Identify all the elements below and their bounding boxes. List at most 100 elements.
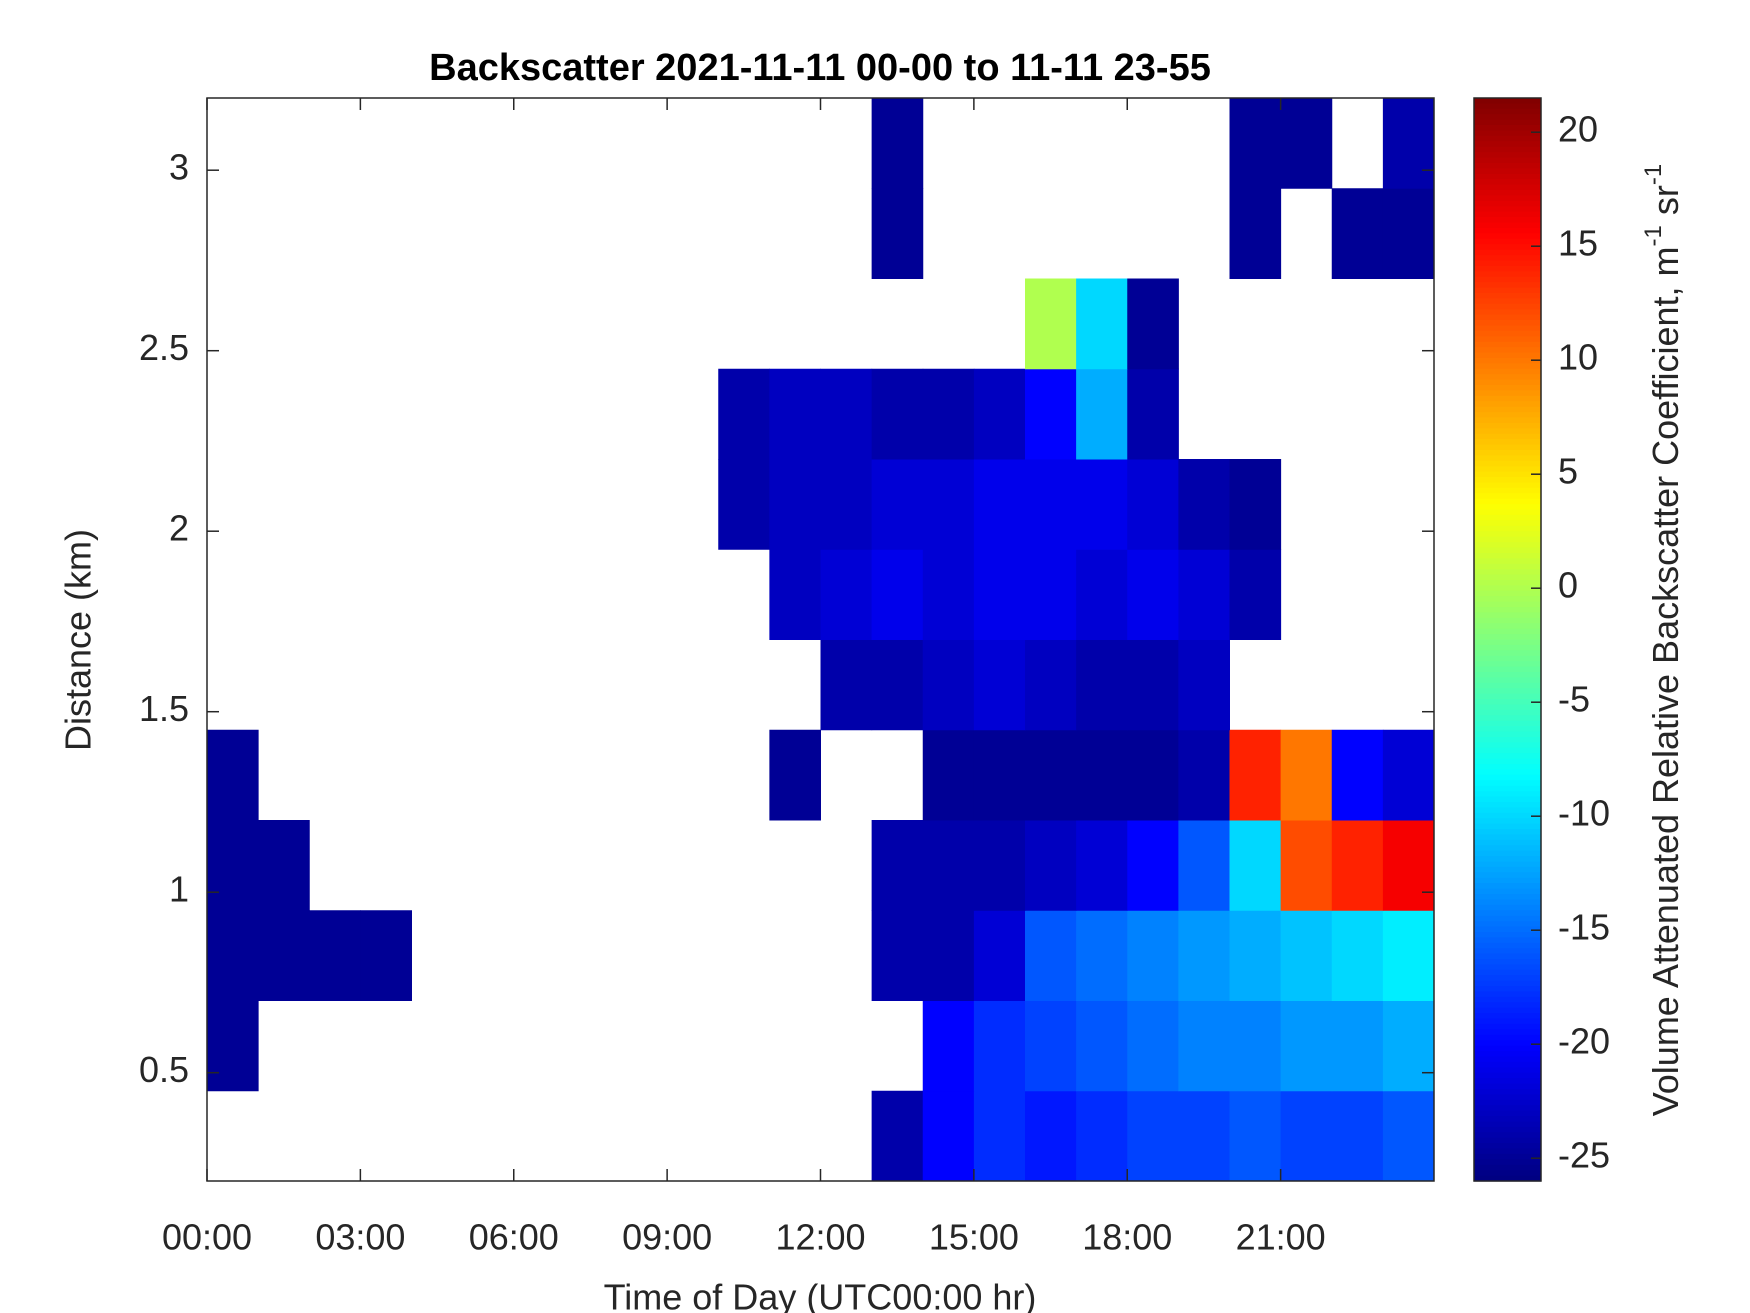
colorbar-swatch — [1474, 769, 1541, 776]
colorbar-swatch — [1474, 785, 1541, 792]
colorbar-swatch — [1474, 1137, 1541, 1144]
colorbar-swatch — [1474, 417, 1541, 424]
colorbar-swatch — [1474, 758, 1541, 765]
heatmap-cell — [1127, 729, 1179, 821]
heatmap-cell — [1331, 729, 1384, 821]
colorbar-swatch — [1474, 282, 1541, 289]
colorbar-swatch — [1474, 1148, 1541, 1155]
heatmap-cell — [922, 729, 975, 821]
colorbar-swatch — [1474, 623, 1541, 630]
colorbar-swatch — [1474, 693, 1541, 700]
heatmap-cell — [1229, 1000, 1282, 1092]
heatmap-cell — [973, 459, 1026, 550]
colorbar-swatch — [1474, 249, 1541, 256]
colorbar-swatch — [1474, 384, 1541, 392]
heatmap-cell — [973, 910, 1026, 1001]
heatmap-cell — [1178, 1000, 1230, 1092]
colorbar-swatch — [1474, 433, 1541, 440]
colorbar-swatch — [1474, 336, 1541, 343]
heatmap-cell — [1331, 1090, 1384, 1182]
colorbar-swatch — [1474, 677, 1541, 684]
heatmap-cell — [973, 639, 1026, 731]
colorbar-swatch — [1474, 168, 1541, 175]
heatmap-cell — [1382, 98, 1435, 189]
colorbar-swatch — [1474, 1170, 1541, 1177]
colorbar-swatch — [1474, 509, 1541, 516]
colorbar-swatch — [1474, 1126, 1541, 1133]
colorbar-tick-label: -10 — [1558, 793, 1610, 834]
colorbar-swatch — [1474, 157, 1541, 164]
colorbar-tick-label: 15 — [1558, 223, 1598, 264]
heatmap-cell — [1076, 1090, 1128, 1182]
x-tick-label: 15:00 — [929, 1217, 1019, 1258]
colorbar-swatch — [1474, 1023, 1541, 1030]
colorbar-swatch — [1474, 910, 1541, 917]
colorbar-swatch — [1474, 1110, 1541, 1117]
heatmap-cell — [1331, 910, 1384, 1001]
colorbar-swatch — [1474, 942, 1541, 949]
heatmap-cell — [1382, 1090, 1435, 1182]
heatmap-cell — [1229, 98, 1282, 189]
colorbar-swatch — [1474, 1018, 1541, 1025]
colorbar-swatch — [1474, 991, 1541, 998]
colorbar-swatch — [1474, 141, 1541, 148]
colorbar-swatch — [1474, 791, 1541, 798]
heatmap-cell — [1025, 368, 1077, 460]
colorbar-swatch — [1474, 108, 1541, 115]
colorbar-swatch — [1474, 736, 1541, 743]
colorbar-swatch — [1474, 558, 1541, 565]
colorbar-swatch — [1474, 937, 1541, 944]
heatmap-cell — [1178, 459, 1230, 550]
colorbar-swatch — [1474, 1153, 1541, 1160]
heatmap-cell — [1280, 1000, 1333, 1092]
heatmap-cell — [207, 729, 259, 821]
colorbar-swatch — [1474, 119, 1541, 126]
colorbar-swatch — [1474, 899, 1541, 906]
chart-title: Backscatter 2021-11-11 00-00 to 11-11 23… — [429, 47, 1211, 89]
heatmap-cell — [1178, 639, 1230, 731]
heatmap-cell — [1178, 820, 1230, 911]
colorbar-swatch — [1474, 807, 1541, 814]
colorbar-swatch — [1474, 617, 1541, 624]
colorbar-swatch — [1474, 1002, 1541, 1009]
heatmap-cell — [1025, 639, 1077, 731]
heatmap-cell — [1280, 729, 1333, 821]
colorbar-swatch — [1474, 921, 1541, 928]
colorbar-swatch — [1474, 688, 1541, 695]
heatmap-cell — [1025, 1090, 1077, 1182]
heatmap-cell — [718, 368, 770, 460]
colorbar-swatch — [1474, 590, 1541, 597]
colorbar-swatch — [1474, 1094, 1541, 1101]
colorbar-swatch — [1474, 504, 1541, 511]
colorbar-swatch — [1474, 368, 1541, 375]
colorbar-swatch — [1474, 525, 1541, 532]
colorbar-swatch — [1474, 845, 1541, 852]
colorbar-swatch — [1474, 292, 1541, 299]
colorbar-label-sup: -1 — [1640, 225, 1667, 246]
heatmap-cell — [922, 820, 975, 911]
colorbar-swatch — [1474, 374, 1541, 381]
heatmap-cell — [922, 910, 975, 1001]
heatmap-cell — [258, 910, 310, 1001]
colorbar-swatch — [1474, 406, 1541, 413]
colorbar-swatch — [1474, 260, 1541, 267]
colorbar-swatch — [1474, 861, 1541, 868]
colorbar-swatch — [1474, 190, 1541, 197]
heatmap-cell — [769, 729, 821, 821]
heatmap-cell — [1076, 910, 1128, 1001]
colorbar-swatch — [1474, 471, 1541, 478]
x-tick-label: 18:00 — [1082, 1217, 1172, 1258]
colorbar-swatch — [1474, 195, 1541, 202]
colorbar-swatch — [1474, 444, 1541, 451]
colorbar-tick-label: 0 — [1558, 565, 1578, 606]
heatmap-cell — [1025, 1000, 1077, 1092]
heatmap-cell — [871, 188, 924, 279]
heatmap-cell — [1229, 729, 1282, 821]
colorbar-swatch — [1474, 482, 1541, 489]
colorbar-swatch — [1474, 103, 1541, 110]
heatmap-cell — [1280, 98, 1333, 189]
heatmap-cell — [871, 549, 924, 640]
colorbar-swatch — [1474, 856, 1541, 863]
heatmap-cell — [1331, 188, 1384, 279]
colorbar-swatch — [1474, 1051, 1541, 1058]
